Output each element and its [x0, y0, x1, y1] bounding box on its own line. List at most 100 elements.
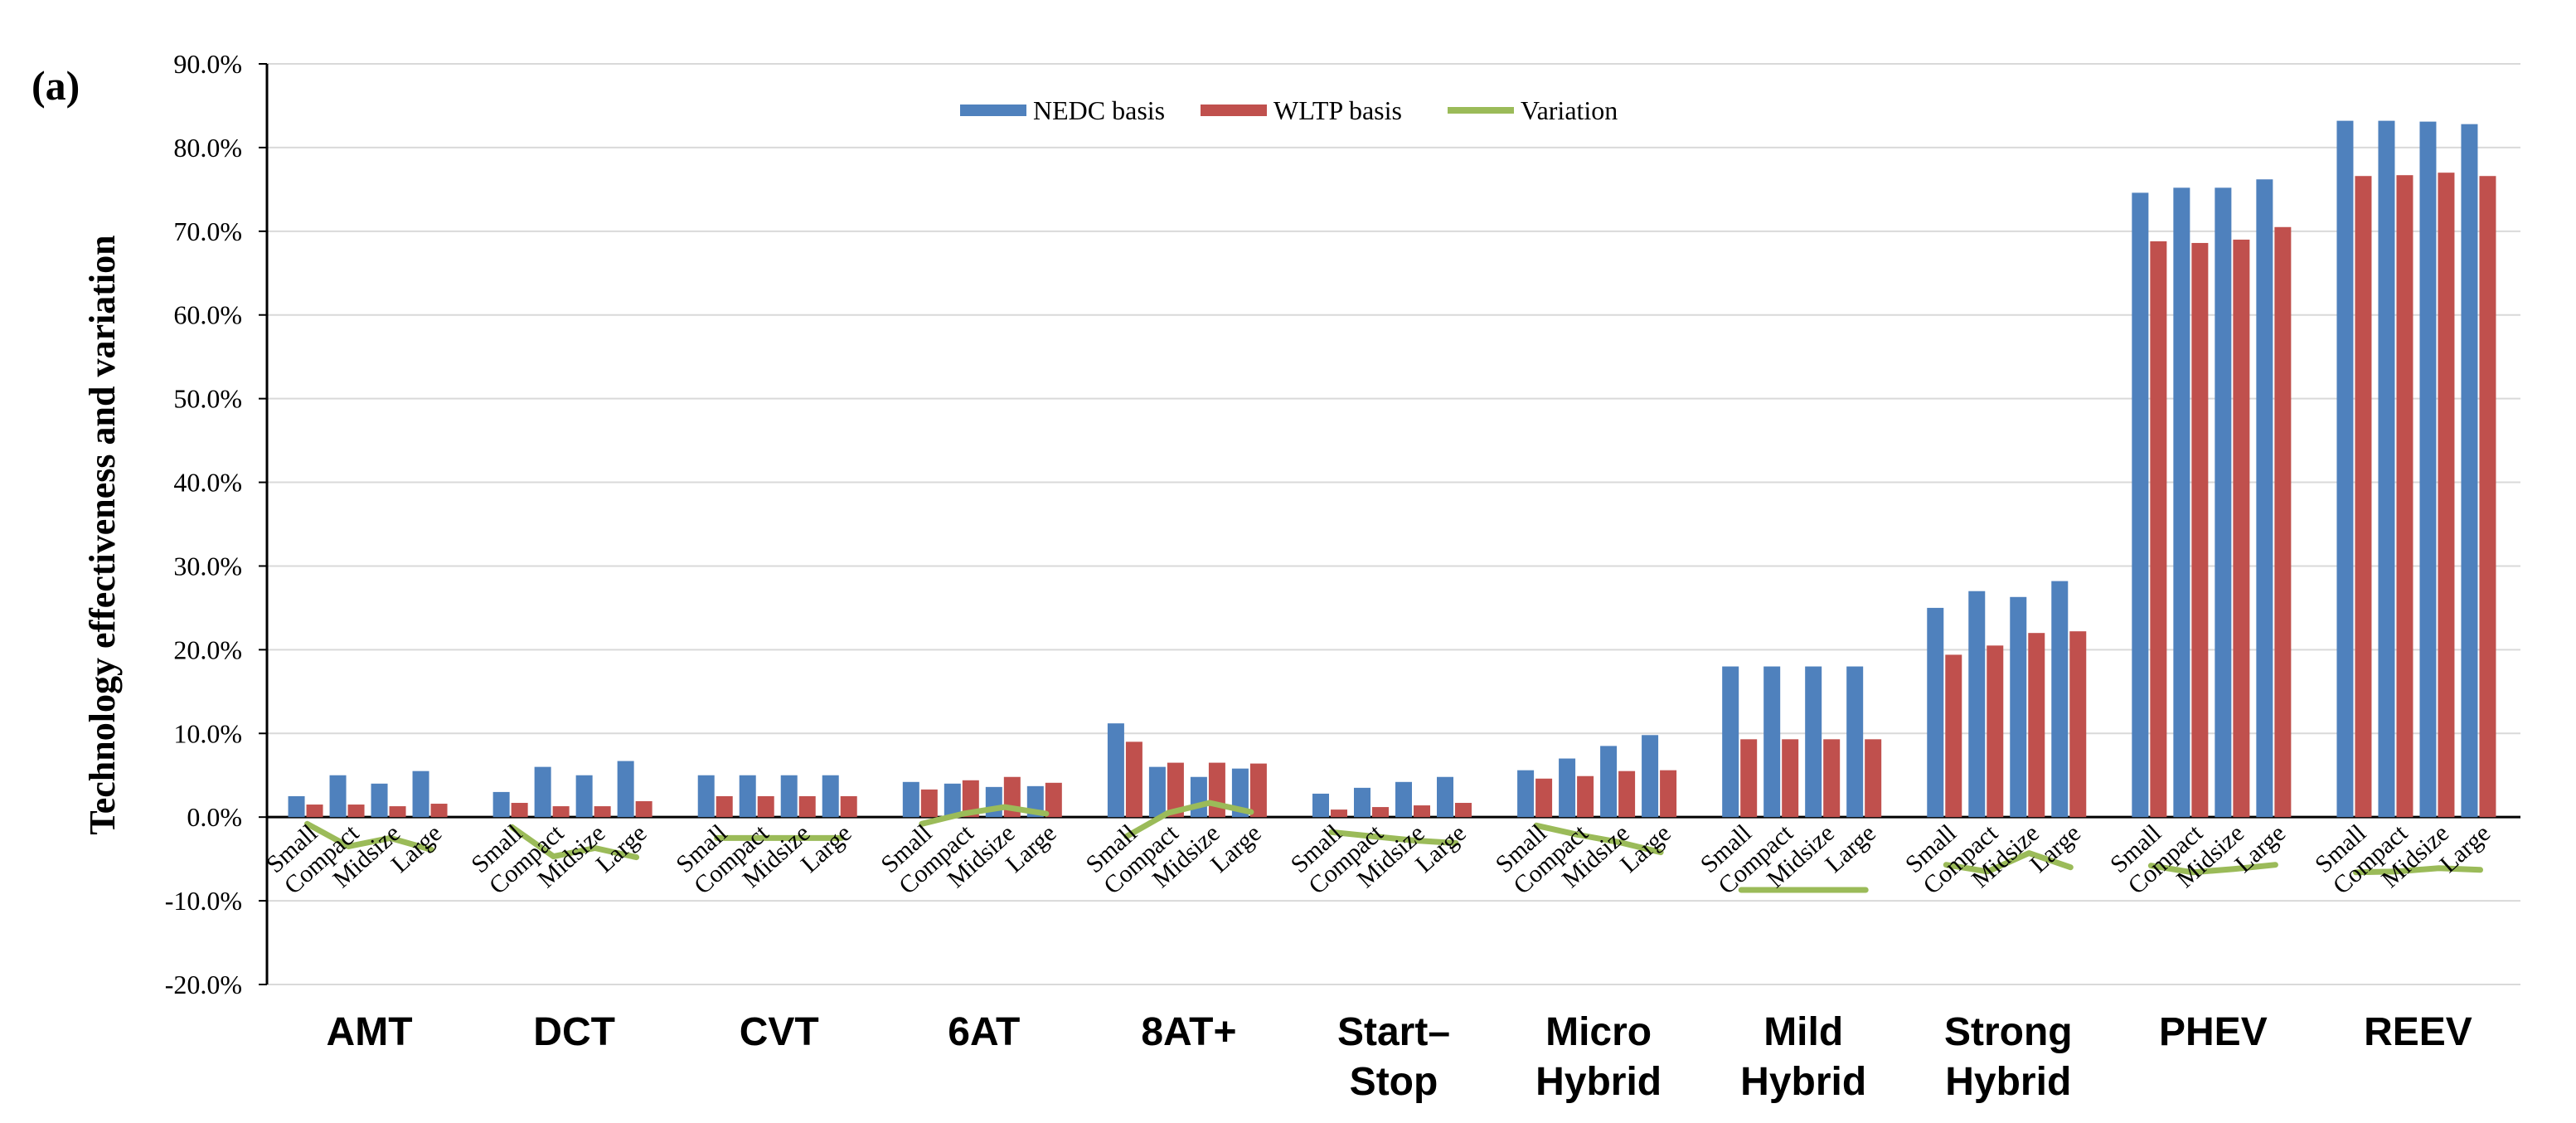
bar-nedc: [2173, 187, 2190, 818]
legend-swatch-nedc: [960, 105, 1026, 116]
bar-nedc: [329, 775, 347, 818]
group-label: Strong: [1944, 1010, 2073, 1054]
bar-wltp: [1740, 739, 1758, 818]
bar-nedc: [412, 771, 429, 818]
bar-wltp: [716, 795, 733, 818]
bar-nedc: [492, 791, 510, 818]
panel-label: (a): [32, 62, 80, 109]
bar-wltp: [1249, 763, 1267, 818]
bar-wltp: [1987, 645, 2004, 818]
variation-line: [2353, 865, 2483, 876]
bar-nedc: [1148, 766, 1166, 818]
bar-nedc: [1763, 666, 1781, 818]
y-tick-label: 20.0%: [173, 634, 242, 664]
variation-line: [509, 824, 640, 861]
bar-nedc: [2419, 121, 2437, 818]
bar-wltp: [430, 804, 448, 818]
y-tick-label: -10.0%: [165, 886, 242, 916]
bar-wltp: [1535, 778, 1553, 818]
gridlines: [267, 63, 2520, 985]
legend-label-nedc: NEDC basis: [1033, 95, 1165, 125]
bar-wltp: [389, 806, 406, 818]
group-label: Micro: [1545, 1010, 1652, 1054]
y-tick-label: 0.0%: [187, 802, 242, 832]
y-tick-label: 80.0%: [173, 133, 242, 163]
legend: NEDC basis WLTP basis Variation: [960, 95, 1618, 125]
variation-line: [1328, 829, 1459, 846]
group-label: AMT: [327, 1010, 413, 1054]
bar-wltp: [1045, 782, 1062, 818]
group-label: PHEV: [2159, 1010, 2268, 1054]
group-label: Stop: [1350, 1060, 1438, 1104]
bars: [288, 120, 2496, 818]
bar-wltp: [840, 795, 857, 818]
bar-nedc: [1846, 666, 1864, 818]
group-label: Start–: [1337, 1010, 1450, 1054]
bar-wltp: [1945, 654, 1962, 818]
bar-wltp: [2028, 633, 2045, 818]
bar-nedc: [617, 761, 634, 818]
bar-wltp: [635, 801, 652, 818]
bar-nedc: [2010, 596, 2027, 818]
y-tick-label: 60.0%: [173, 300, 242, 330]
y-tick-label: 90.0%: [173, 49, 242, 79]
bar-wltp: [1618, 771, 1636, 818]
variation-lines: [304, 800, 2483, 893]
group-label: Hybrid: [1945, 1060, 2071, 1104]
bar-nedc: [1600, 746, 1618, 818]
bar-wltp: [962, 780, 979, 818]
bar-nedc: [1642, 735, 1659, 818]
bar-wltp: [1455, 803, 1472, 818]
y-tick-label: 40.0%: [173, 468, 242, 498]
bar-wltp: [798, 795, 816, 818]
bar-nedc: [1107, 723, 1124, 818]
group-label: REEV: [2364, 1010, 2472, 1054]
group-label: Hybrid: [1740, 1060, 1866, 1104]
bar-nedc: [1354, 787, 1370, 818]
bar-nedc: [1517, 770, 1535, 818]
bar-nedc: [371, 783, 388, 818]
bar-wltp: [347, 805, 365, 818]
bar-nedc: [288, 795, 305, 818]
variation-line: [1943, 850, 2074, 875]
y-tick-label: 30.0%: [173, 551, 242, 581]
group-label: CVT: [740, 1010, 819, 1054]
y-tick-label: 70.0%: [173, 216, 242, 246]
bar-wltp: [1414, 805, 1430, 818]
bar-wltp: [2438, 173, 2455, 818]
bar-wltp: [2355, 176, 2372, 818]
bar-wltp: [1331, 809, 1347, 818]
bar-nedc: [534, 766, 551, 818]
bar-nedc: [1231, 768, 1249, 818]
bar-nedc: [902, 781, 919, 818]
y-tick-label: 10.0%: [173, 718, 242, 748]
variation-line: [2147, 862, 2278, 876]
variation-line: [1533, 822, 1664, 856]
bar-wltp: [1782, 739, 1799, 818]
bar-wltp: [2069, 631, 2087, 818]
bar-wltp: [2191, 242, 2209, 818]
bar-nedc: [2336, 120, 2354, 818]
y-tick-label: 50.0%: [173, 384, 242, 414]
group-label: 8AT+: [1141, 1010, 1236, 1054]
bar-wltp: [2396, 175, 2413, 818]
bar-nedc: [2051, 581, 2069, 818]
bar-nedc: [1722, 666, 1739, 818]
y-axis-title: Technology effectiveness and variation: [82, 235, 123, 834]
bar-wltp: [1823, 739, 1841, 818]
bar-wltp: [1167, 762, 1184, 818]
bar-nedc: [739, 775, 756, 818]
bar-wltp: [2479, 176, 2496, 818]
y-tick-label: -20.0%: [165, 970, 242, 999]
bar-nedc: [2461, 124, 2478, 818]
bar-nedc: [2215, 187, 2232, 818]
bar-wltp: [1660, 770, 1677, 818]
bar-wltp: [306, 805, 323, 818]
group-label: DCT: [533, 1010, 615, 1054]
bar-wltp: [1208, 762, 1225, 818]
bar-wltp: [552, 806, 570, 818]
bar-nedc: [697, 775, 715, 818]
bar-nedc: [1395, 781, 1412, 818]
bar-wltp: [1372, 807, 1389, 818]
variation-line: [304, 820, 434, 853]
